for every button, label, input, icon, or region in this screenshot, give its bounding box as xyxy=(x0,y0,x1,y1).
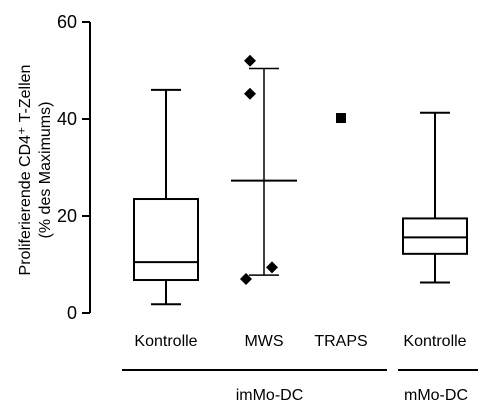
group-label: mMo-DC xyxy=(404,387,468,404)
category-label: Kontrolle xyxy=(134,333,197,350)
box-plot xyxy=(133,88,199,306)
category-label: TRAPS xyxy=(314,333,367,350)
mean-range-plot xyxy=(231,54,297,286)
data-point-diamond xyxy=(240,273,252,286)
data-point-diamond xyxy=(244,87,256,100)
data-point-diamond xyxy=(244,54,256,67)
category-labels: Kontrolle MWS TRAPS Kontrolle xyxy=(134,333,466,350)
group-label: imMo-DC xyxy=(236,387,304,404)
y-ticks: 0 20 40 60 xyxy=(57,12,90,323)
y-tick-label: 0 xyxy=(67,303,77,323)
category-label: MWS xyxy=(244,333,283,350)
y-tick-label: 60 xyxy=(57,12,77,32)
data-point-square xyxy=(336,113,346,124)
group-labels: imMo-DC mMo-DC xyxy=(122,369,478,404)
y-axis-label-line-2: (% des Maximums) xyxy=(37,102,54,239)
y-tick-label: 20 xyxy=(57,206,77,226)
box-iqr xyxy=(402,217,468,255)
data-point-diamond xyxy=(266,261,278,274)
y-axis-label-line-1: Proliferierende CD4⁺ T-Zellen xyxy=(17,65,34,276)
chart-marks xyxy=(133,54,468,306)
y-tick-label: 40 xyxy=(57,109,77,129)
box-iqr xyxy=(133,198,199,282)
category-label: Kontrolle xyxy=(403,333,466,350)
box-plot xyxy=(402,111,468,284)
